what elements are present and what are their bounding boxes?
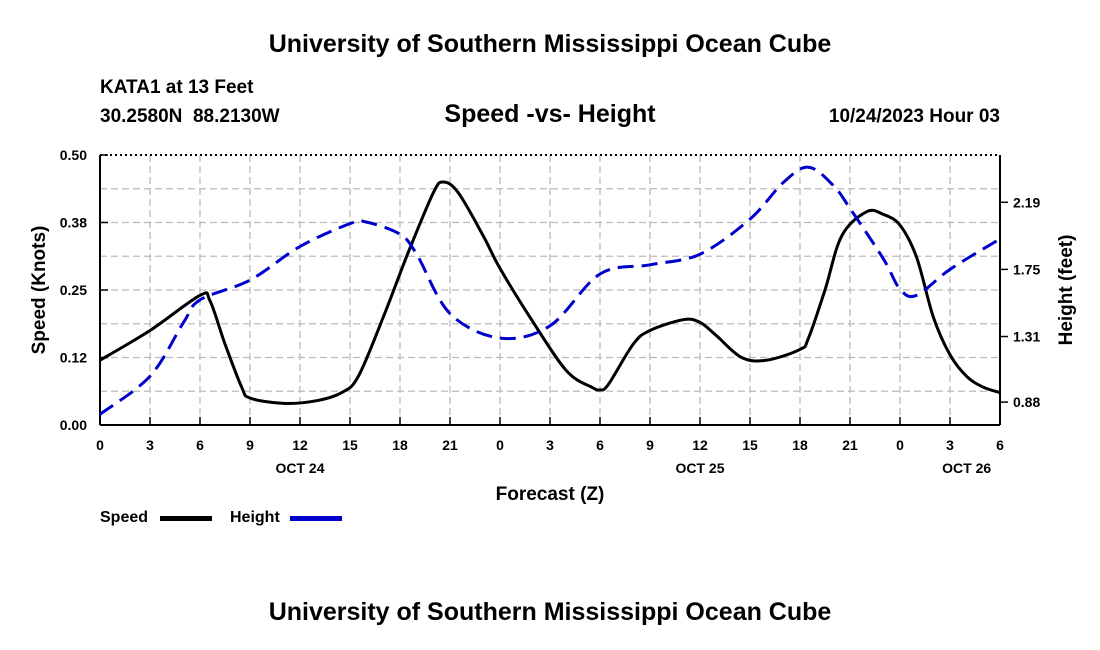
legend-height-label: Height: [230, 509, 280, 526]
chart-subtitle: Speed -vs- Height: [444, 100, 656, 128]
y2-tick-label: 1.75: [1013, 261, 1040, 277]
x-tick-label: 18: [392, 437, 408, 453]
footer-title: University of Southern Mississippi Ocean…: [268, 598, 832, 626]
x-tick-label: 9: [246, 437, 254, 453]
datetime-label: 10/24/2023 Hour 03: [828, 106, 1000, 127]
x-tick-label: 3: [146, 437, 154, 453]
x-tick-label: 6: [196, 437, 204, 453]
y-tick-label: 0.00: [60, 417, 87, 433]
y-tick-label: 0.38: [60, 215, 87, 231]
date-label: OCT 25: [675, 460, 724, 476]
x-tick-label: 0: [96, 437, 104, 453]
y2-tick-label: 0.88: [1013, 394, 1040, 410]
legend-height-swatch: [290, 516, 342, 521]
x-tick-label: 15: [342, 437, 358, 453]
y-axis-title: Speed (Knots): [29, 226, 50, 355]
coordinates-label: 30.2580N 88.2130W: [100, 106, 280, 127]
chart-title: University of Southern Mississippi Ocean…: [268, 30, 832, 58]
x-tick-label: 15: [742, 437, 758, 453]
y2-axis-title: Height (feet): [1056, 235, 1077, 346]
x-tick-label: 12: [292, 437, 308, 453]
x-tick-label: 6: [596, 437, 604, 453]
x-tick-label: 12: [692, 437, 708, 453]
x-tick-label: 9: [646, 437, 654, 453]
date-label: OCT 24: [275, 460, 324, 476]
y2-tick-label: 1.31: [1013, 329, 1040, 345]
legend-speed-label: Speed: [100, 509, 149, 526]
x-tick-label: 21: [842, 437, 858, 453]
x-tick-label: 0: [496, 437, 504, 453]
station-label: KATA1 at 13 Feet: [100, 77, 254, 98]
x-tick-label: 3: [946, 437, 954, 453]
x-axis-title: Forecast (Z): [496, 484, 605, 505]
series-line-speed: [99, 180, 1001, 405]
y-tick-label: 0.25: [60, 282, 87, 298]
x-tick-label: 6: [996, 437, 1004, 453]
x-tick-label: 21: [442, 437, 458, 453]
date-label: OCT 26: [942, 460, 991, 476]
y2-tick-label: 2.19: [1013, 194, 1040, 210]
x-tick-label: 0: [896, 437, 904, 453]
x-tick-label: 18: [792, 437, 808, 453]
y-tick-label: 0.12: [60, 350, 87, 366]
y-tick-label: 0.50: [60, 147, 87, 163]
x-tick-label: 3: [546, 437, 554, 453]
legend-speed-swatch: [160, 516, 212, 521]
series-line-height: [99, 165, 1001, 416]
